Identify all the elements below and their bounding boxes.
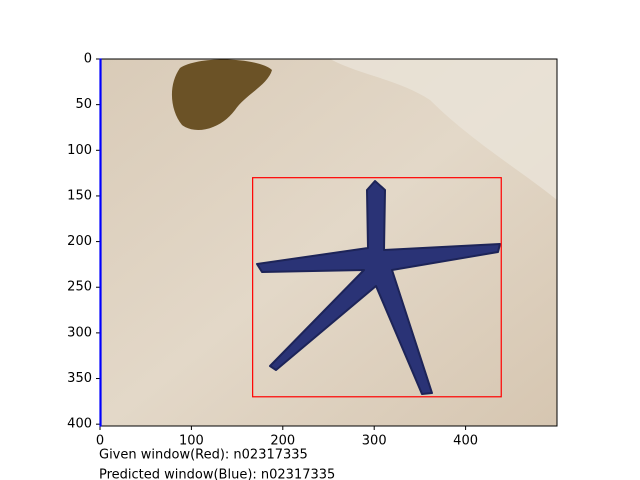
starfish xyxy=(256,180,501,395)
y-tick-label: 250 xyxy=(67,280,92,295)
box-caption: Given window(Red): n02317335 xyxy=(99,448,308,463)
y-tick-label: 350 xyxy=(67,371,92,386)
photo xyxy=(100,59,557,426)
y-tick-label: 50 xyxy=(75,97,92,112)
bounding-box xyxy=(252,177,502,398)
y-tick-label: 200 xyxy=(67,234,92,249)
bounding-box xyxy=(99,58,102,427)
x-tick-label: 300 xyxy=(362,434,387,449)
seaweed xyxy=(171,59,272,131)
x-tick-label: 400 xyxy=(453,434,478,449)
x-tick-label: 200 xyxy=(270,434,295,449)
x-tick-label: 0 xyxy=(96,434,104,449)
water xyxy=(330,59,557,200)
y-tick-label: 300 xyxy=(67,325,92,340)
y-tick-label: 100 xyxy=(67,143,92,158)
y-tick-label: 150 xyxy=(67,188,92,203)
y-tick-label: 400 xyxy=(67,417,92,432)
x-tick-label: 100 xyxy=(179,434,204,449)
box-caption: Predicted window(Blue): n02317335 xyxy=(99,468,335,480)
y-tick-label: 0 xyxy=(84,52,92,67)
